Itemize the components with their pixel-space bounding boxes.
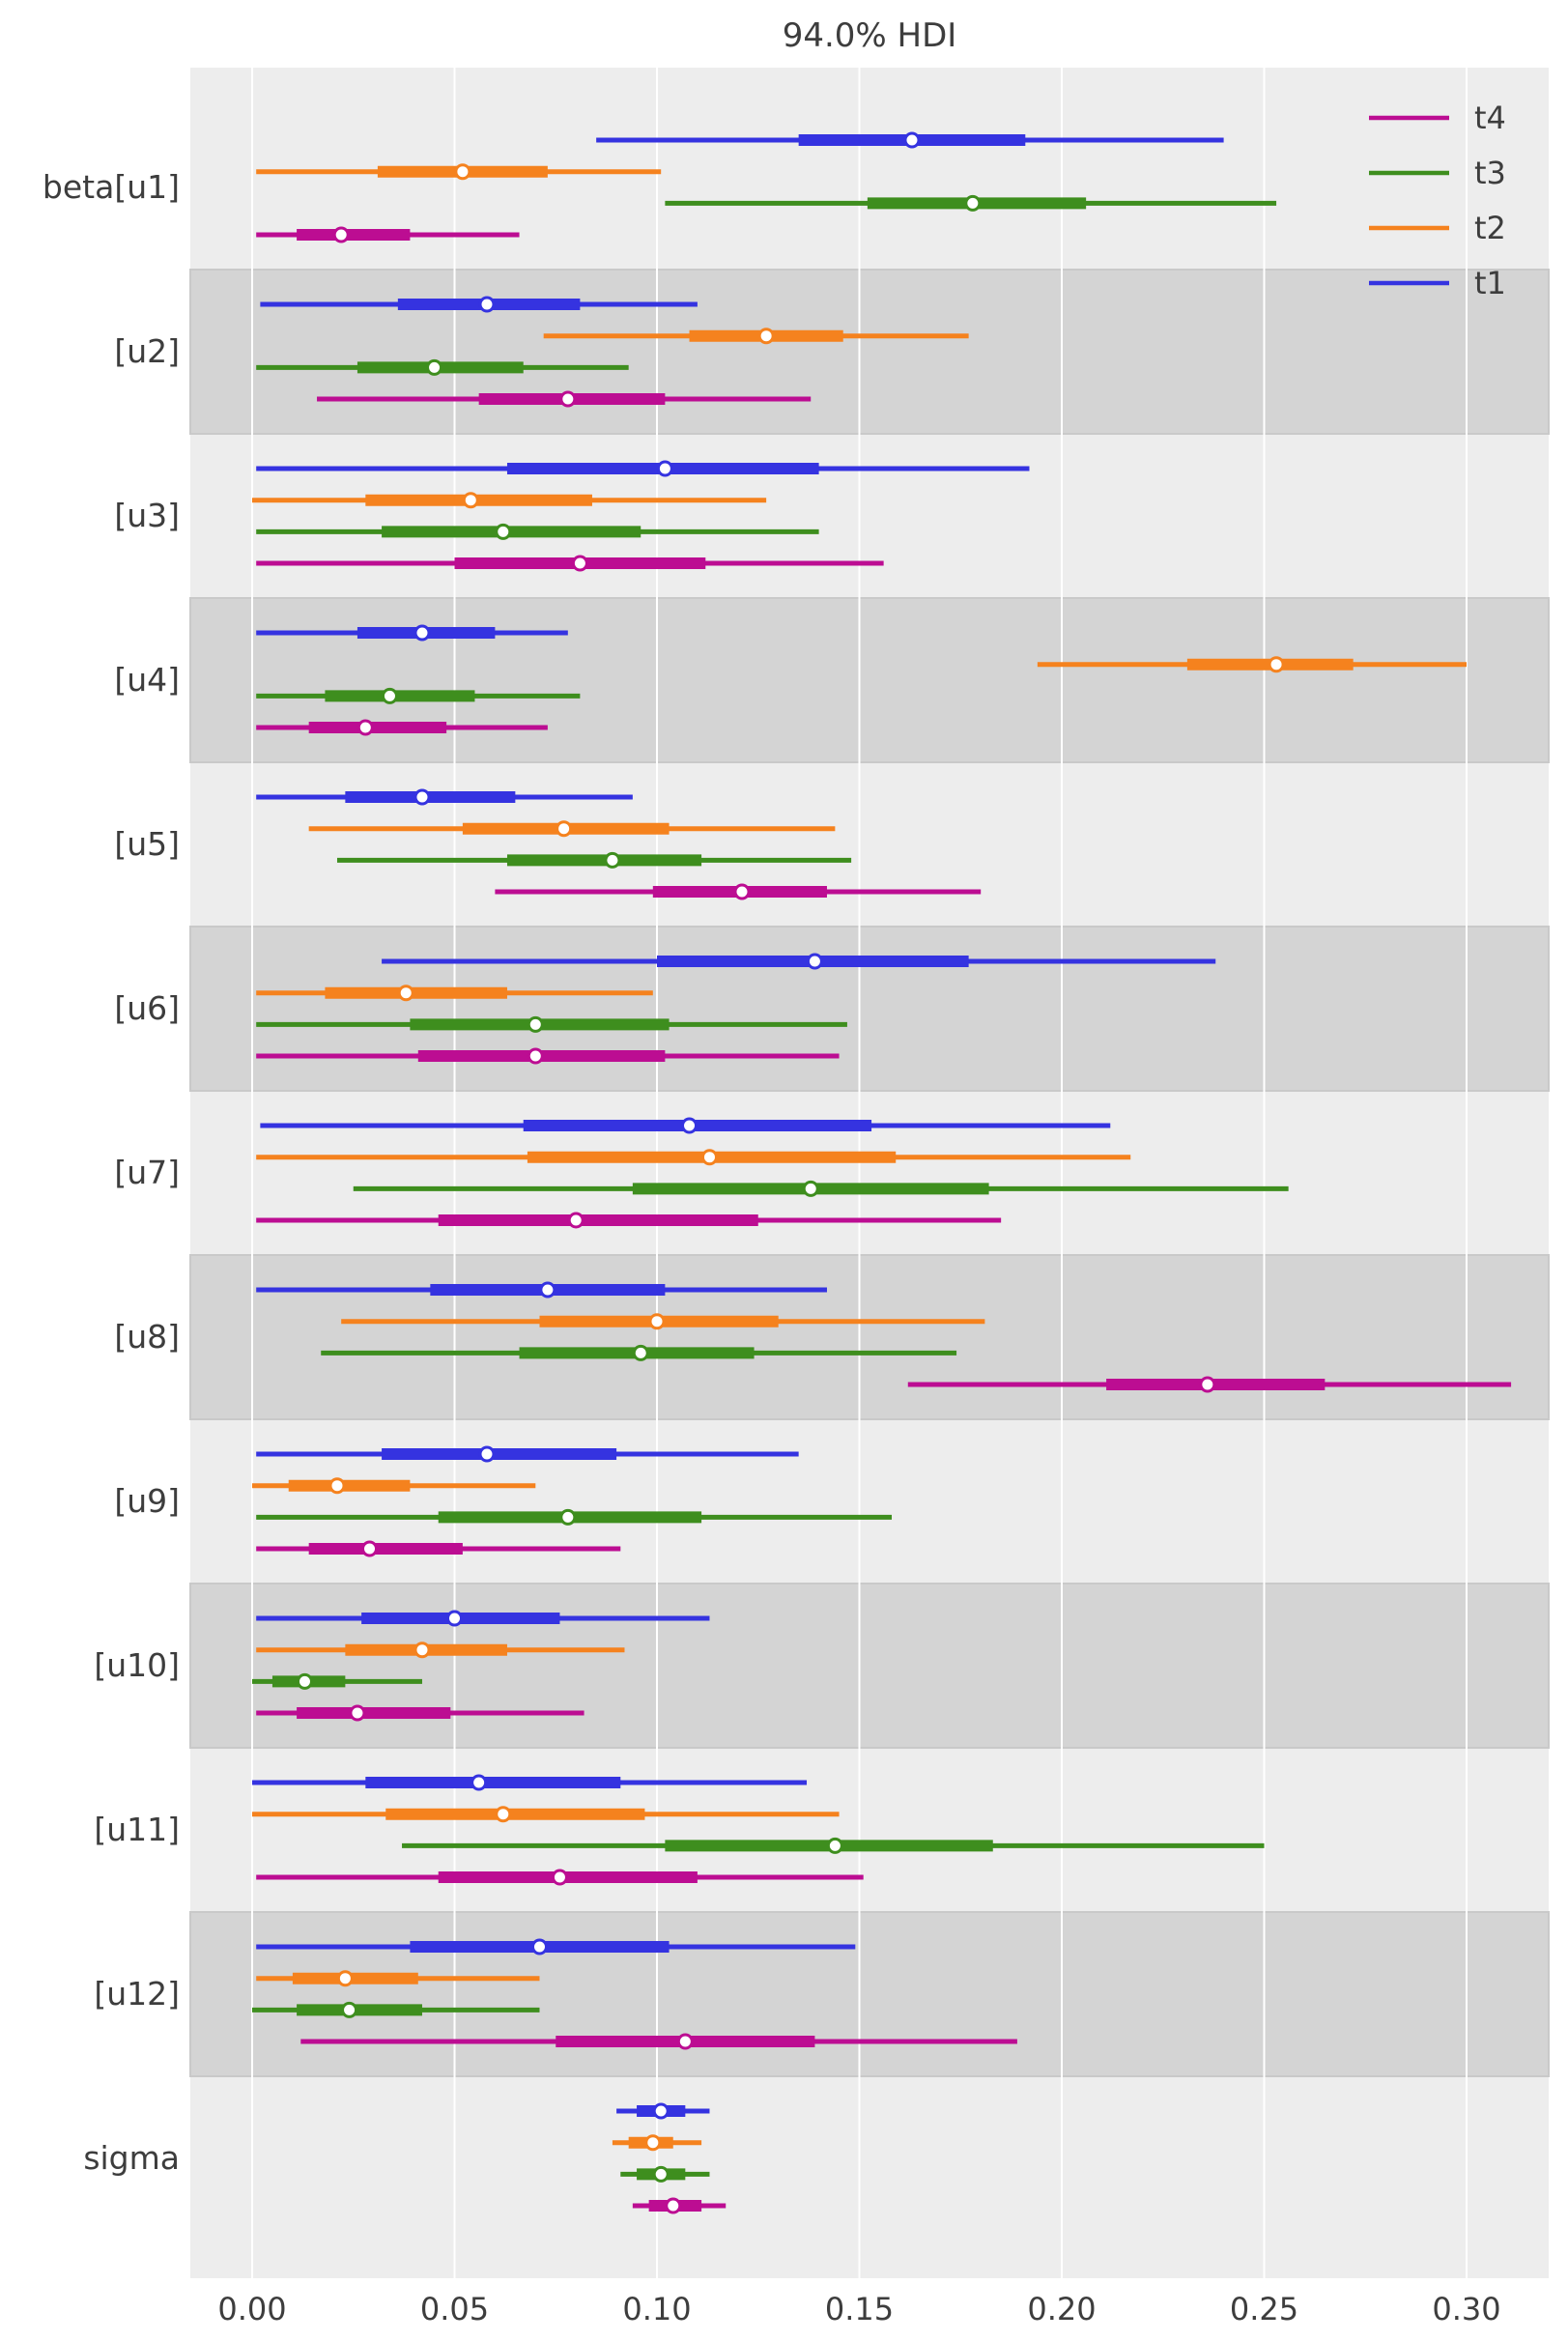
median-marker-beta[u1]-t1 bbox=[903, 131, 921, 149]
x-tick-label: 0.30 bbox=[1432, 2291, 1500, 2327]
median-marker-sigma-t2 bbox=[644, 2134, 662, 2152]
median-marker-sigma-t1 bbox=[652, 2102, 670, 2120]
median-marker-[u10]-t2 bbox=[413, 1642, 431, 1659]
x-tick-label: 0.20 bbox=[1027, 2291, 1096, 2327]
median-marker-[u4]-t4 bbox=[356, 719, 374, 736]
median-marker-[u3]-t4 bbox=[571, 555, 588, 572]
median-marker-[u4]-t2 bbox=[1268, 656, 1285, 673]
y-tick-label-[u11]: [u11] bbox=[94, 1811, 180, 1848]
chart-title: 94.0% HDI bbox=[783, 16, 957, 55]
x-tick-label: 0.25 bbox=[1230, 2291, 1298, 2327]
median-marker-[u2]-t1 bbox=[478, 296, 496, 313]
median-marker-[u8]-t2 bbox=[648, 1313, 666, 1330]
median-marker-[u5]-t4 bbox=[733, 883, 751, 900]
median-marker-[u4]-t3 bbox=[381, 687, 398, 704]
median-marker-[u10]-t1 bbox=[446, 1610, 463, 1627]
legend-label-t4: t4 bbox=[1474, 100, 1506, 136]
median-marker-[u9]-t1 bbox=[478, 1445, 496, 1463]
median-marker-[u6]-t1 bbox=[806, 953, 823, 970]
legend-label-t1: t1 bbox=[1474, 265, 1506, 301]
y-tick-label-[u6]: [u6] bbox=[114, 989, 180, 1027]
median-marker-[u9]-t2 bbox=[328, 1477, 346, 1495]
median-marker-[u12]-t3 bbox=[341, 2001, 358, 2018]
median-marker-[u12]-t1 bbox=[530, 1938, 548, 1956]
median-marker-[u7]-t2 bbox=[700, 1149, 718, 1166]
row-shade-band bbox=[189, 1583, 1550, 1749]
y-tick-label-[u8]: [u8] bbox=[114, 1318, 180, 1356]
x-tick-label: 0.10 bbox=[622, 2291, 691, 2327]
median-marker-[u7]-t4 bbox=[567, 1212, 584, 1229]
median-marker-[u7]-t1 bbox=[681, 1117, 698, 1134]
median-marker-[u7]-t3 bbox=[802, 1180, 819, 1197]
y-tick-label-[u9]: [u9] bbox=[114, 1482, 180, 1520]
median-marker-sigma-t3 bbox=[652, 2165, 670, 2183]
median-marker-[u5]-t2 bbox=[556, 820, 573, 838]
row-shade-band bbox=[189, 269, 1550, 435]
median-marker-[u2]-t4 bbox=[559, 390, 577, 408]
median-marker-[u4]-t1 bbox=[413, 624, 431, 642]
row-shade-band bbox=[189, 1254, 1550, 1420]
median-marker-[u11]-t1 bbox=[470, 1774, 488, 1791]
x-tick-label: 0.15 bbox=[825, 2291, 894, 2327]
median-marker-[u9]-t3 bbox=[559, 1508, 577, 1526]
median-marker-[u12]-t2 bbox=[336, 1970, 354, 1987]
legend-label-t3: t3 bbox=[1474, 155, 1506, 191]
y-tick-label-sigma: sigma bbox=[83, 2139, 180, 2177]
x-tick-label: 0.05 bbox=[420, 2291, 489, 2327]
y-tick-label-beta[u1]: beta[u1] bbox=[43, 168, 180, 206]
x-tick-label: 0.00 bbox=[217, 2291, 286, 2327]
median-marker-[u9]-t4 bbox=[361, 1540, 379, 1557]
median-marker-[u11]-t4 bbox=[551, 1869, 568, 1886]
median-marker-[u3]-t1 bbox=[656, 460, 673, 477]
median-marker-[u11]-t2 bbox=[495, 1806, 512, 1823]
median-marker-[u8]-t4 bbox=[1199, 1376, 1216, 1393]
median-marker-[u5]-t1 bbox=[413, 788, 431, 806]
median-marker-[u8]-t1 bbox=[539, 1281, 556, 1299]
median-marker-[u6]-t3 bbox=[527, 1015, 544, 1033]
median-marker-[u10]-t4 bbox=[349, 1704, 366, 1722]
y-tick-label-[u3]: [u3] bbox=[114, 497, 180, 534]
y-tick-label-[u4]: [u4] bbox=[114, 661, 180, 699]
row-shade-band bbox=[189, 926, 1550, 1092]
median-marker-[u6]-t2 bbox=[397, 985, 414, 1002]
median-marker-[u6]-t4 bbox=[527, 1047, 544, 1065]
y-tick-label-[u5]: [u5] bbox=[114, 825, 180, 863]
median-marker-[u3]-t3 bbox=[495, 523, 512, 540]
plot-background bbox=[190, 68, 1549, 2278]
median-marker-[u2]-t2 bbox=[757, 328, 775, 345]
median-marker-[u2]-t3 bbox=[426, 358, 443, 376]
median-marker-beta[u1]-t4 bbox=[332, 226, 350, 243]
legend-label-t2: t2 bbox=[1474, 210, 1506, 246]
median-marker-[u8]-t3 bbox=[632, 1344, 649, 1361]
y-tick-label-[u12]: [u12] bbox=[94, 1975, 180, 2013]
y-tick-label-[u7]: [u7] bbox=[114, 1154, 180, 1191]
median-marker-[u3]-t2 bbox=[462, 492, 479, 509]
median-marker-sigma-t4 bbox=[665, 2197, 682, 2214]
median-marker-beta[u1]-t2 bbox=[454, 163, 471, 181]
row-shade-band bbox=[189, 1911, 1550, 2077]
y-tick-label-[u2]: [u2] bbox=[114, 332, 180, 370]
median-marker-[u12]-t4 bbox=[676, 2033, 694, 2050]
row-shade-band bbox=[189, 597, 1550, 763]
median-marker-[u5]-t3 bbox=[604, 851, 621, 869]
median-marker-[u10]-t3 bbox=[296, 1672, 313, 1690]
median-marker-[u11]-t3 bbox=[826, 1837, 843, 1854]
y-tick-label-[u10]: [u10] bbox=[94, 1646, 180, 1684]
median-marker-beta[u1]-t3 bbox=[964, 194, 982, 212]
